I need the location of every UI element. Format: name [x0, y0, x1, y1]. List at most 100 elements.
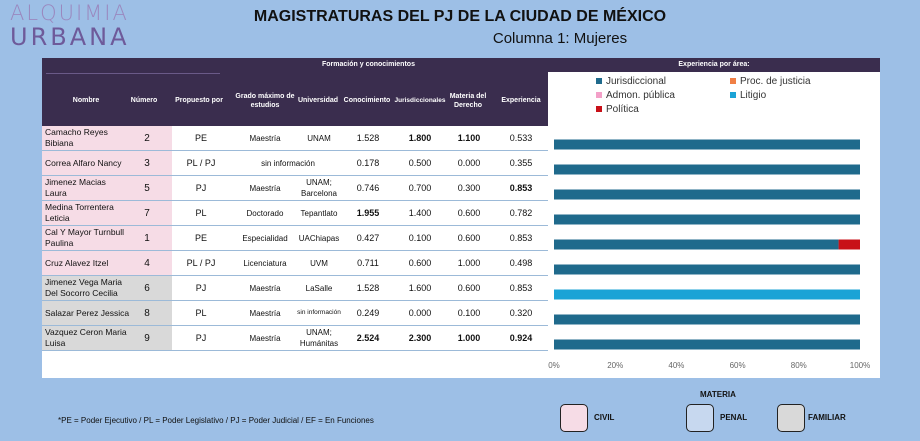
- cell-grado: Especialidad: [242, 233, 288, 243]
- cell-nombre: Cal Y Mayor Turnbull Paulina: [45, 227, 125, 248]
- cell-universidad: UVM: [310, 258, 328, 268]
- materia-band: [42, 151, 172, 175]
- legend-label: Litigio: [740, 90, 767, 101]
- cell-materia: 0.600: [457, 282, 481, 293]
- cell-jurisdiccionales: 2.300: [408, 332, 432, 343]
- cell-propuesto: PL: [195, 307, 207, 318]
- legend-swatch: [596, 78, 602, 84]
- experience-chart: Jurisdiccional Proc. de justicia Admon. pú…: [548, 76, 870, 370]
- table-row: Correa Alfaro Nancy 3 PL / PJ sin informaci…: [42, 151, 548, 176]
- materia-band: [42, 251, 172, 275]
- legend-label: Política: [606, 104, 639, 115]
- cell-experiencia: 0.355: [509, 157, 533, 168]
- bar: [554, 214, 860, 225]
- cell-experiencia: 0.498: [509, 257, 533, 268]
- cell-nombre: Cruz Alavez Itzel: [45, 257, 109, 268]
- materia-label-penal: PENAL: [720, 413, 748, 422]
- cell-universidad: LaSalle: [305, 283, 333, 293]
- cell-nombre: Salazar Perez Jessica: [45, 307, 130, 318]
- header-jurisdiccionales: Jurisdiccionales: [394, 97, 446, 104]
- x-tick-label: 100%: [850, 361, 870, 370]
- cell-grado: Maestría: [249, 183, 281, 193]
- cell-grado: Doctorado: [246, 208, 284, 218]
- cell-universidad: UNAM; Barcelona: [300, 178, 338, 198]
- table-row: Medina Torrentera Leticia 7 PL Doctorado Tep…: [42, 201, 548, 226]
- cell-numero: 1: [144, 232, 150, 244]
- cell-jurisdiccionales: 0.600: [408, 257, 432, 268]
- bar: [554, 189, 860, 200]
- cell-materia: 0.100: [457, 307, 481, 318]
- cell-conocimiento: 0.178: [356, 157, 380, 168]
- header-nombre: Nombre: [72, 97, 100, 104]
- cell-numero: 8: [144, 307, 150, 319]
- cell-grado: Licenciatura: [243, 258, 287, 268]
- x-tick-label: 0%: [548, 361, 560, 370]
- x-tick-label: 60%: [730, 361, 746, 370]
- table-row: Jimenez Macias Laura 5 PJ Maestría UNAM; Bar…: [42, 176, 548, 201]
- cell-materia: 1.100: [457, 132, 481, 143]
- cell-nombre: Jimenez Macias Laura: [45, 177, 106, 198]
- table-row: Cruz Alavez Itzel 4 PL / PJ Licenciatura UVM…: [42, 251, 548, 276]
- bar: [554, 164, 860, 175]
- legend-label: Admon. pública: [606, 90, 675, 101]
- header-experiencia: Experiencia: [501, 97, 541, 104]
- cell-numero: 4: [144, 257, 150, 269]
- cell-experiencia: 0.853: [509, 282, 533, 293]
- cell-conocimiento: 0.746: [356, 182, 380, 193]
- cell-numero: 9: [144, 332, 150, 344]
- cell-grado: Maestría: [249, 283, 281, 293]
- cell-grado: Maestría: [249, 308, 281, 318]
- cell-universidad: UNAM: [307, 133, 331, 143]
- cell-nombre: Vazquez Ceron Maria Luisa: [45, 327, 127, 348]
- cell-propuesto: PL / PJ: [186, 157, 216, 168]
- cell-universidad: UAChiapas: [298, 233, 340, 243]
- cell-universidad: UNAM; Humánitas: [299, 328, 339, 348]
- materia-label-familiar: FAMILIAR: [808, 413, 846, 422]
- bar: [554, 264, 860, 275]
- cell-conocimiento: 1.528: [356, 282, 380, 293]
- table-row: Cal Y Mayor Turnbull Paulina 1 PE Especiali…: [42, 226, 548, 251]
- x-tick-label: 40%: [668, 361, 684, 370]
- cell-propuesto: PE: [194, 232, 207, 243]
- cell-universidad: sin información: [261, 158, 315, 168]
- bar: [554, 139, 860, 150]
- cell-jurisdiccionales: 0.700: [408, 182, 432, 193]
- header-propuesto: Propuesto por: [175, 97, 223, 104]
- cell-conocimiento: 0.249: [356, 307, 380, 318]
- cell-experiencia: 0.782: [509, 207, 533, 218]
- footnote: *PE = Poder Ejecutivo / PL = Poder Legis…: [58, 416, 374, 425]
- table-row: Jimenez Vega Maria Del Socorro Cecilia 6 P…: [42, 276, 548, 301]
- materia-band: [42, 326, 172, 350]
- cell-nombre: Jimenez Vega Maria Del Socorro Cecilia: [45, 277, 123, 298]
- cell-materia: 0.000: [457, 157, 481, 168]
- cell-grado: Maestría: [249, 133, 281, 143]
- bar: [838, 239, 860, 250]
- cell-propuesto: PJ: [195, 282, 207, 293]
- main-panel: Formación y conocimientos Nombre Número …: [42, 58, 880, 378]
- materia-label-civil: CIVIL: [594, 413, 615, 422]
- cell-numero: 6: [144, 282, 150, 294]
- bar: [554, 314, 860, 325]
- materia-swatch-civil: [560, 404, 588, 432]
- logo: ALQUIMIA URBANA: [10, 2, 140, 50]
- cell-jurisdiccionales: 1.600: [408, 282, 432, 293]
- bar: [554, 289, 860, 300]
- materia-band: [42, 276, 172, 300]
- logo-line2: URBANA: [10, 23, 130, 51]
- cell-numero: 3: [144, 157, 150, 169]
- materia-swatch-familiar: [777, 404, 805, 432]
- materia-band: [42, 301, 172, 325]
- cell-experiencia: 0.853: [509, 182, 533, 193]
- x-tick-label: 20%: [607, 361, 623, 370]
- materia-band: [42, 201, 172, 225]
- cell-experiencia: 0.853: [509, 232, 533, 243]
- cell-nombre: Camacho Reyes Bibiana: [45, 127, 108, 148]
- header-conocimiento: Conocimiento: [343, 97, 391, 104]
- bar: [554, 339, 860, 350]
- cell-conocimiento: 0.711: [357, 257, 379, 268]
- cell-materia: 1.000: [457, 257, 481, 268]
- cell-jurisdiccionales: 0.500: [408, 157, 432, 168]
- cell-conocimiento: 1.528: [356, 132, 380, 143]
- cell-propuesto: PL: [195, 207, 207, 218]
- table-row: Salazar Perez Jessica 8 PL Maestría sin info…: [42, 301, 548, 326]
